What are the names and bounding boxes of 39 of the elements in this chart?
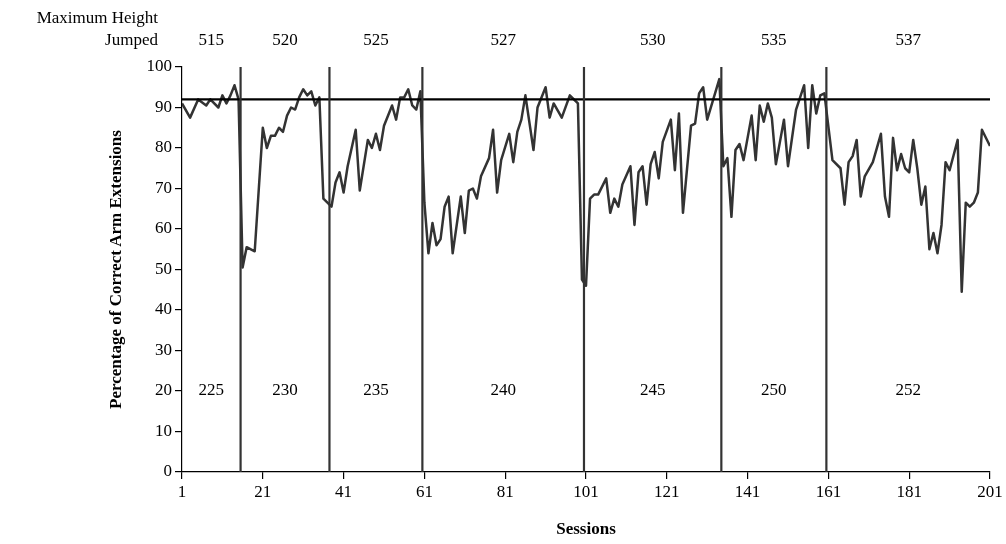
text: 535 — [761, 30, 787, 50]
y-tick-label: 0 — [163, 461, 172, 481]
x-tick-label: 161 — [815, 481, 842, 501]
y-tick-label: 10 — [155, 420, 172, 440]
x-tick-label: 1 — [177, 481, 187, 501]
text: 530 — [639, 30, 666, 50]
annotation: 245 — [639, 380, 666, 400]
y-tick-label: 90 — [155, 96, 172, 116]
x-tick-label: 81 — [496, 481, 514, 501]
x-tick-label: 61 — [415, 481, 433, 501]
annotation: 230 — [272, 380, 298, 400]
y-tick-label: 30 — [155, 339, 172, 359]
annotation: 250 — [761, 380, 787, 400]
x-tick-label: 201 — [977, 481, 1003, 501]
text: 525 — [363, 30, 389, 50]
y-tick-label: 50 — [155, 258, 172, 278]
y-tick-label: 100 — [146, 56, 172, 76]
x-tick-label: 121 — [654, 481, 680, 501]
annotation: 225 — [198, 380, 225, 400]
y-tick-label: 60 — [155, 218, 172, 238]
annotation: 252 — [895, 380, 921, 400]
x-tick-label: 21 — [254, 481, 272, 501]
text: 520 — [272, 30, 298, 50]
text: Maximum Height Jumped — [36, 8, 159, 50]
x-axis-title: Sessions — [556, 519, 617, 539]
annotation: 240 — [490, 380, 516, 400]
annotation: 235 — [363, 380, 389, 400]
y-tick-label: 70 — [155, 177, 172, 197]
y-tick-label: 80 — [155, 137, 172, 157]
x-tick-label: 181 — [896, 481, 922, 501]
text: 515 — [198, 30, 225, 50]
y-tick-label: 20 — [155, 380, 172, 400]
x-tick-label: 101 — [573, 481, 599, 501]
text: 537 — [895, 30, 922, 50]
x-tick-label: 41 — [335, 481, 353, 501]
y-tick-label: 40 — [155, 299, 172, 319]
text: 527 — [490, 30, 517, 50]
y-axis-title: Percentage of Correct Arm Extensions — [105, 129, 125, 409]
x-tick-label: 141 — [734, 481, 761, 501]
